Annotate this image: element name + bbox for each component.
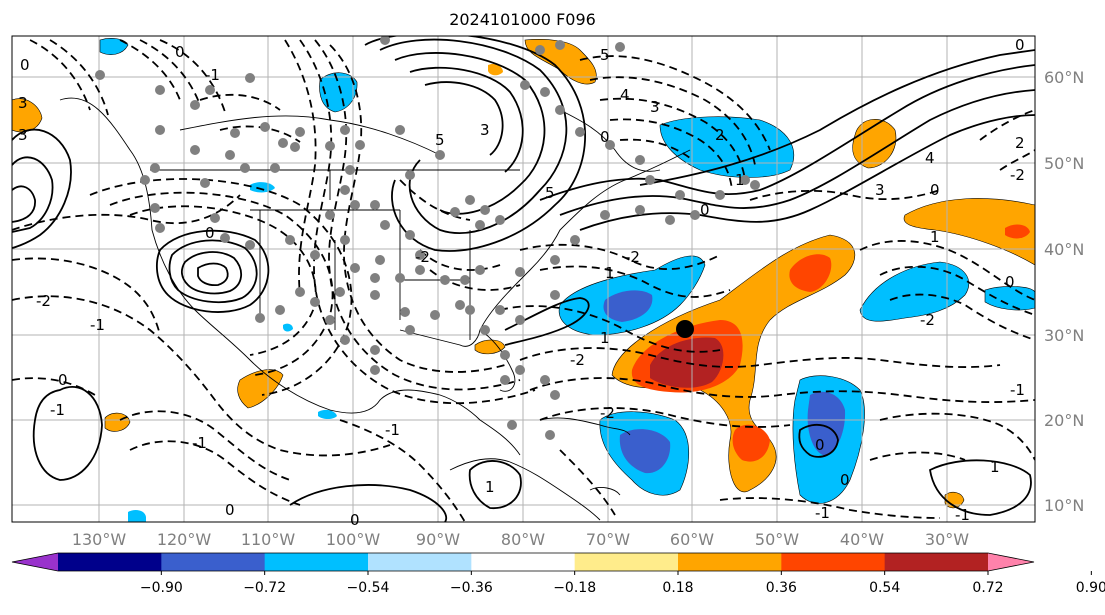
colorbar: −0.90 −0.72 −0.54 −0.36 −0.18 0.18 0.36 0.54 0.7… [11,552,1105,596]
lon-label: 100°W [326,530,381,549]
contour-label: -1 [955,506,970,524]
lon-label: 40°W [840,530,884,549]
graticule [12,36,1035,522]
colorbar-tick-label: 0.54 [869,580,900,596]
contour-label: 0 [20,56,30,74]
contour-label: 0 [1005,273,1015,291]
latitude-labels: 60°N 50°N 40°N 30°N 20°N 10°N [1044,68,1084,515]
contour-label: -1 [90,316,105,334]
colorbar-segment [884,553,989,571]
lon-label: 90°W [416,530,460,549]
lon-label: 50°W [755,530,799,549]
contour-label: 0 [700,201,710,219]
map-title: 2024101000 F096 [449,10,596,29]
lat-label: 10°N [1044,496,1084,515]
contour-label: -2 [1010,166,1025,184]
colorbar-segment [161,553,266,571]
contour-label: 0 [225,501,235,519]
contour-label: 0 [350,511,360,529]
contour-label: 1 [605,264,615,282]
contour-label: -2 [36,292,51,310]
contour-label: 0 [58,371,68,389]
colorbar-tick-label: −0.90 [140,580,183,596]
colorbar-segment [781,553,886,571]
lat-label: 50°N [1044,154,1084,173]
station-markers [95,36,760,440]
contour-label: 0 [1015,36,1025,54]
contour-value-labels: -2 -1 0 -1 -1 0 0 -1 1 -2 1 -2 1 -2 0 5 … [18,36,1025,529]
colorbar-segment [471,553,576,571]
point-marker [676,320,694,338]
colorbar-segment [264,553,369,571]
colorbar-extend-low [12,553,58,571]
contour-label: 1 [930,228,940,246]
contour-label: 3 [18,126,28,144]
colorbar-segment [368,553,472,571]
contour-label: -1 [1010,381,1025,399]
lat-label: 60°N [1044,68,1084,87]
contour-label: -1 [815,504,830,522]
lon-label: 130°W [72,530,127,549]
colorbar-outline [11,552,1035,572]
colorbar-tick-label: 0.18 [662,580,693,596]
lon-label: 110°W [241,530,296,549]
contour-label: 0 [930,181,940,199]
colorbar-tick-label: 0.72 [972,580,1003,596]
contour-label: 0 [600,128,610,146]
contour-label: 3 [18,94,28,112]
contour-label: 1 [735,171,745,189]
colorbar-tick-label: 0.36 [766,580,797,596]
contour-label: -2 [600,404,615,422]
contour-lines [12,36,1035,522]
contour-label: 3 [480,121,490,139]
lat-label: 40°N [1044,240,1084,259]
contour-label: 5 [545,184,555,202]
colorbar-segment [678,553,782,571]
contour-label: -2 [570,351,585,369]
contour-label: 3 [650,98,660,116]
coastlines [59,97,691,521]
contour-label: 1 [600,329,610,347]
contour-label: -2 [625,248,640,266]
lon-label: 30°W [925,530,969,549]
colorbar-tick-label: 0.90 [1076,580,1105,596]
contour-label: 5 [435,131,445,149]
lat-label: 30°N [1044,326,1084,345]
colorbar-tick-label: −0.72 [243,580,286,596]
negative-anomaly-areas [99,38,1035,522]
colorbar-tick-label: −0.18 [553,580,596,596]
contour-label: -1 [205,66,220,84]
contour-label: 0 [175,43,185,61]
contour-label: 1 [485,478,495,496]
colorbar-tick-label: −0.36 [450,580,493,596]
contour-label: -1 [192,434,207,452]
colorbar-segment [574,553,679,571]
contour-label: 2 [715,126,725,144]
colorbar-extend-high [988,553,1034,571]
contour-label: -2 [920,311,935,329]
contour-label: 1 [990,458,1000,476]
lon-label: 80°W [501,530,545,549]
contour-label: -2 [415,248,430,266]
plot-frame [11,35,1036,523]
contour-label: 0 [205,224,215,242]
contour-label: 0 [815,436,825,454]
lon-label: 70°W [586,530,630,549]
contour-label: 3 [875,181,885,199]
colorbar-tick-label: −0.54 [347,580,390,596]
contour-label: 2 [1015,134,1025,152]
contour-label: 5 [600,46,610,64]
longitude-labels: 130°W 120°W 110°W 100°W 90°W 80°W 70°W 6… [72,530,969,549]
lon-label: 60°W [670,530,714,549]
contour-label: 0 [840,471,850,489]
positive-anomaly-areas [12,39,1035,509]
contour-label: 4 [925,149,935,167]
colorbar-segment [58,553,162,571]
lon-label: 120°W [157,530,212,549]
contour-label: -1 [50,401,65,419]
contour-label: -1 [385,421,400,439]
contour-label: 4 [620,86,630,104]
lat-label: 20°N [1044,411,1084,430]
